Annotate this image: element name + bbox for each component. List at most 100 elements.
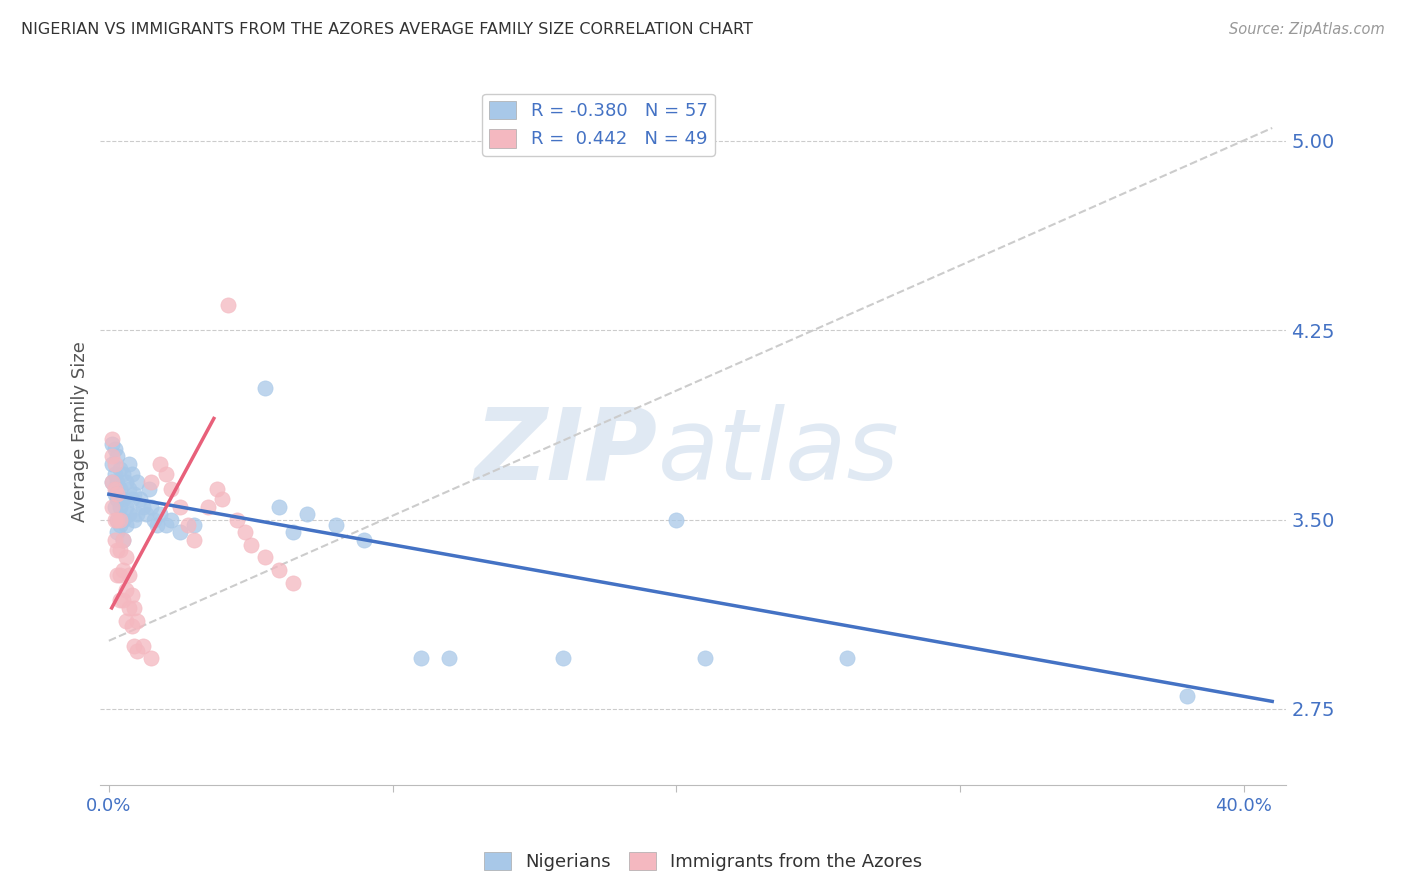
Point [155,467,177,481]
Point [129,492,152,507]
Point [110,593,132,607]
Point [105,542,128,557]
Point [138,482,160,496]
Point [115,475,138,489]
Point [155,517,177,532]
Point [121,618,143,632]
Point [100,432,122,446]
Point [233,525,256,540]
Point [115,517,138,532]
Text: NIGERIAN VS IMMIGRANTS FROM THE AZORES AVERAGE FAMILY SIZE CORRELATION CHART: NIGERIAN VS IMMIGRANTS FROM THE AZORES A… [21,22,754,37]
Point [103,500,125,514]
Point [211,492,233,507]
Point [118,568,141,582]
Point [118,482,141,496]
Point [149,457,172,471]
Point [124,512,146,526]
Point [149,508,172,522]
Point [100,457,122,471]
Point [551,651,574,665]
Point [124,639,146,653]
Point [121,467,143,481]
Point [693,651,716,665]
Point [112,512,135,526]
Point [105,492,128,507]
Point [118,457,141,471]
Point [115,550,138,565]
Point [283,575,305,590]
Point [103,487,125,501]
Point [205,482,228,496]
Point [100,475,122,489]
Point [124,601,146,615]
Point [169,525,191,540]
Point [665,512,688,526]
Point [105,487,128,501]
Point [146,517,169,532]
Point [160,482,183,496]
Point [439,651,461,665]
Point [103,442,125,456]
Point [112,533,135,547]
Point [253,381,276,395]
Point [103,512,125,526]
Point [835,651,858,665]
Point [100,450,122,464]
Point [110,542,132,557]
Point [253,550,276,565]
Legend: Nigerians, Immigrants from the Azores: Nigerians, Immigrants from the Azores [477,845,929,879]
Point [103,482,125,496]
Point [110,500,132,514]
Point [269,500,291,514]
Point [100,500,122,514]
Point [118,508,141,522]
Point [135,508,157,522]
Point [409,651,432,665]
Point [183,533,205,547]
Point [112,533,135,547]
Point [325,517,347,532]
Point [105,568,128,582]
Point [105,475,128,489]
Point [110,482,132,496]
Point [121,492,143,507]
Point [283,525,305,540]
Point [105,512,128,526]
Legend: R = -0.380   N = 57, R =  0.442   N = 49: R = -0.380 N = 57, R = 0.442 N = 49 [482,94,714,156]
Point [132,639,155,653]
Point [112,593,135,607]
Point [177,517,200,532]
Text: Source: ZipAtlas.com: Source: ZipAtlas.com [1229,22,1385,37]
Point [141,651,163,665]
Point [115,500,138,514]
Point [217,298,239,312]
Point [121,588,143,602]
Point [105,525,128,540]
Text: atlas: atlas [658,404,900,500]
Y-axis label: Average Family Size: Average Family Size [72,341,89,522]
Point [105,450,128,464]
Point [132,500,155,514]
Point [239,538,262,552]
Point [1175,690,1198,704]
Point [103,533,125,547]
Point [110,462,132,476]
Point [115,614,138,628]
Point [124,487,146,501]
Point [100,436,122,450]
Point [127,614,149,628]
Point [112,492,135,507]
Point [269,563,291,577]
Point [127,508,149,522]
Point [353,533,375,547]
Point [160,512,183,526]
Point [115,583,138,598]
Point [141,475,163,489]
Point [127,475,149,489]
Text: ZIP: ZIP [475,404,658,500]
Point [143,512,166,526]
Point [110,512,132,526]
Point [169,500,191,514]
Point [127,644,149,658]
Point [297,508,319,522]
